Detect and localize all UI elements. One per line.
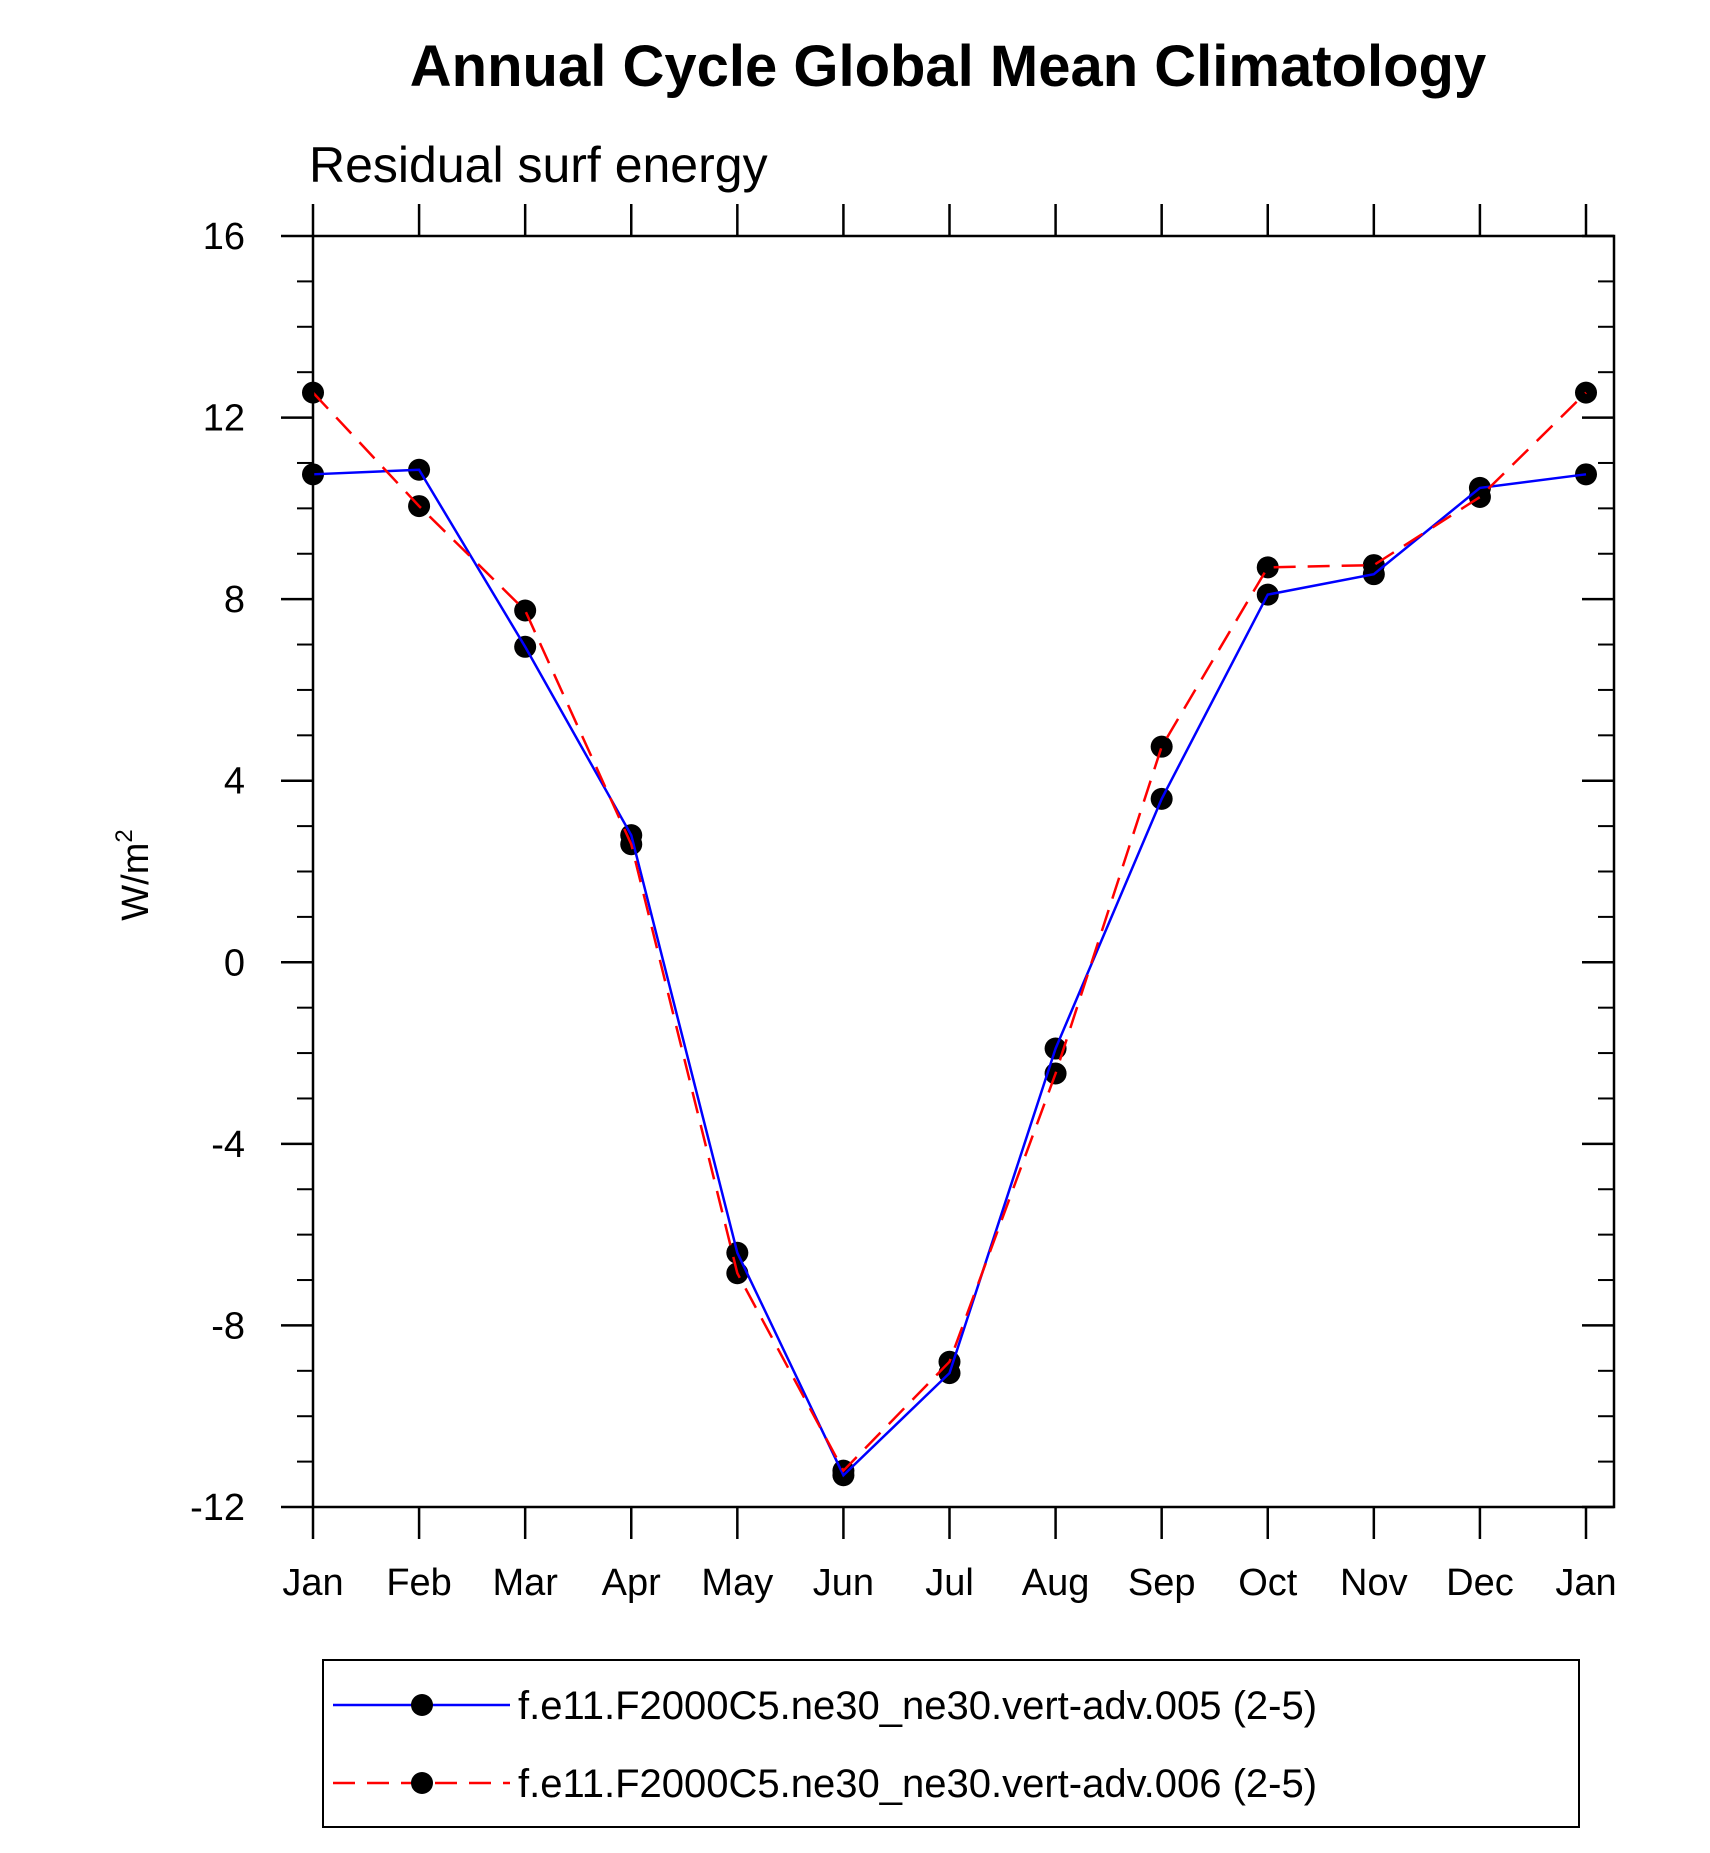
x-tick-label: Jan [282,1562,343,1604]
y-tick-label: 12 [203,398,245,440]
y-axis-label: W/m2 [111,829,157,920]
y-axis-label-superscript: 2 [111,829,138,842]
y-tick-label: 16 [203,216,245,258]
series-line-1 [312,468,1587,1478]
data-point-series-2 [514,599,537,622]
legend-label-series-1: f.e11.F2000C5.ne30_ne30.vert-adv.005 (2-… [518,1684,1317,1728]
x-tick-label: Sep [1128,1562,1196,1604]
series-markers [302,381,1597,1487]
series-line-2 [312,391,1587,1473]
data-point-series-2 [1150,735,1173,758]
x-tick-label: Nov [1340,1562,1408,1604]
chart-subtitle: Residual surf energy [309,137,768,193]
x-tick-label: Dec [1446,1562,1514,1604]
legend-marker-series-2 [411,1772,433,1794]
legend: f.e11.F2000C5.ne30_ne30.vert-adv.005 (2-… [322,1659,1580,1828]
data-point-series-2 [1256,556,1279,579]
x-tick-label: Apr [602,1562,661,1604]
y-tick-label: 4 [224,761,245,803]
y-tick-label: 0 [224,942,245,984]
x-tick-label: Jul [925,1562,974,1604]
y-tick-label: -12 [190,1487,245,1529]
y-tick-labels: 16 12 8 4 0 -4 -8 -12 [190,216,245,1529]
legend-label-series-2: f.e11.F2000C5.ne30_ne30.vert-adv.006 (2-… [518,1762,1317,1806]
y-tick-label: -8 [211,1305,245,1347]
y-axis-label-base: W/m [115,843,157,921]
y-tick-label: -4 [211,1124,245,1166]
legend-marker-series-1 [411,1694,433,1716]
x-tick-label: Feb [386,1562,451,1604]
legend-box [322,1659,1580,1828]
x-tick-labels: Jan Feb Mar Apr May Jun Jul Aug Sep Oct Nov Dec Jan [282,1562,1616,1604]
x-tick-label: Jun [813,1562,874,1604]
x-tick-label: Oct [1238,1562,1298,1604]
x-tick-label: Mar [492,1562,558,1604]
axes-ticks [281,204,1614,1539]
x-tick-label: Aug [1022,1562,1090,1604]
x-tick-label: Jan [1555,1562,1616,1604]
y-tick-label: 8 [224,579,245,621]
x-tick-label: May [701,1562,773,1604]
series-lines [302,381,1597,1487]
chart-title: Annual Cycle Global Mean Climatology [410,34,1486,99]
svg-text:W/m2: W/m2 [111,829,157,920]
plot-frame [311,234,1616,1509]
